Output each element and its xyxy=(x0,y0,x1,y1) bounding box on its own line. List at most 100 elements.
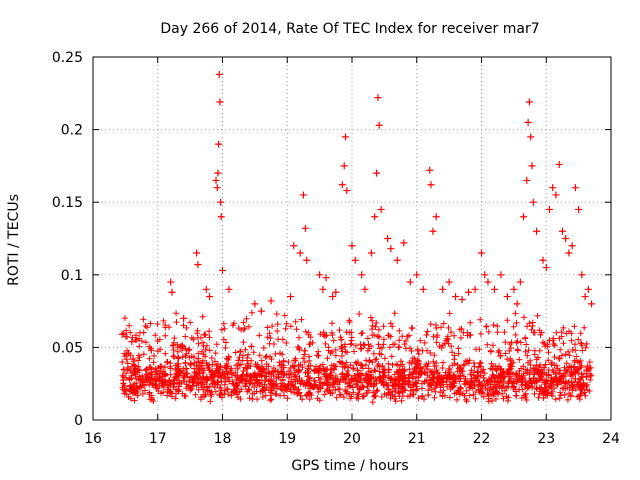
data-point xyxy=(542,264,550,272)
data-point xyxy=(194,261,202,269)
x-tick-label: 18 xyxy=(214,431,232,447)
data-point xyxy=(568,242,576,250)
data-point xyxy=(213,184,221,192)
data-point xyxy=(432,213,440,221)
data-point xyxy=(571,184,579,192)
data-point xyxy=(251,300,259,308)
data-point xyxy=(528,162,536,170)
gridlines xyxy=(93,57,611,420)
data-point xyxy=(217,213,225,221)
data-point xyxy=(513,300,521,308)
data-point xyxy=(445,278,453,286)
data-point xyxy=(215,70,223,78)
data-point xyxy=(167,278,175,286)
data-point xyxy=(180,314,188,322)
data-point xyxy=(212,176,220,184)
data-point xyxy=(558,227,566,235)
data-point xyxy=(575,205,583,213)
data-point xyxy=(316,271,324,279)
data-point xyxy=(578,271,586,279)
y-tick-label: 0.2 xyxy=(61,123,83,139)
data-point xyxy=(296,249,304,257)
data-point xyxy=(471,285,479,293)
data-point xyxy=(118,330,126,338)
data-point xyxy=(393,256,401,264)
data-point xyxy=(301,224,309,232)
data-point xyxy=(539,256,547,264)
data-point xyxy=(299,191,307,199)
data-point xyxy=(400,239,408,247)
data-point xyxy=(549,184,557,192)
x-axis-ticks: 16 17 18 19 20 21 22 23 24 xyxy=(84,57,620,447)
data-point xyxy=(419,285,427,293)
data-point xyxy=(555,160,563,168)
x-tick-label: 22 xyxy=(473,431,491,447)
data-point xyxy=(503,293,511,301)
data-point xyxy=(545,205,553,213)
data-point xyxy=(458,295,466,303)
data-point xyxy=(562,235,570,242)
data-point xyxy=(413,271,421,279)
y-tick-label: 0.1 xyxy=(61,268,83,284)
data-point xyxy=(216,98,224,106)
data-point xyxy=(581,293,589,301)
data-point xyxy=(206,293,214,301)
x-tick-label: 16 xyxy=(84,431,102,447)
data-point xyxy=(348,242,356,250)
data-point xyxy=(322,274,330,282)
data-point xyxy=(490,285,498,293)
data-point xyxy=(387,245,395,253)
data-point xyxy=(319,285,327,293)
data-point xyxy=(497,271,505,279)
data-point xyxy=(406,278,414,286)
x-tick-label: 23 xyxy=(537,431,555,447)
data-point xyxy=(484,278,492,286)
data-point xyxy=(358,271,366,279)
data-point xyxy=(429,227,437,235)
data-point xyxy=(361,285,369,293)
data-point xyxy=(465,288,473,296)
y-axis-ticks: 0 0.05 0.1 0.15 0.2 0.25 xyxy=(52,50,611,429)
data-point xyxy=(147,346,155,354)
data-point xyxy=(524,118,532,126)
data-point xyxy=(332,288,340,296)
data-point xyxy=(439,285,447,293)
data-point xyxy=(481,271,489,279)
data-point xyxy=(584,285,592,293)
data-point xyxy=(225,285,233,293)
x-tick-label: 19 xyxy=(278,431,296,447)
data-point xyxy=(371,213,379,221)
data-point xyxy=(214,169,222,177)
data-point xyxy=(217,198,225,206)
y-axis-label: ROTI / TECUs xyxy=(6,194,22,286)
data-point xyxy=(215,140,223,148)
data-point xyxy=(375,121,383,129)
data-point xyxy=(342,133,350,141)
y-tick-label: 0.25 xyxy=(52,50,83,66)
data-point xyxy=(168,288,176,296)
data-point xyxy=(219,266,226,274)
data-point xyxy=(384,235,392,242)
chart-title: Day 266 of 2014, Rate Of TEC Index for r… xyxy=(160,21,539,37)
y-tick-label: 0 xyxy=(74,413,83,429)
data-point xyxy=(588,300,596,308)
y-tick-label: 0.05 xyxy=(52,340,83,356)
data-point xyxy=(565,249,573,257)
data-point xyxy=(426,166,434,174)
data-point xyxy=(478,249,485,257)
data-point xyxy=(510,285,518,293)
data-point xyxy=(257,307,265,315)
data-point xyxy=(427,181,435,189)
dense-markers xyxy=(119,309,595,406)
data-point xyxy=(452,293,460,301)
x-axis-label: GPS time / hours xyxy=(291,458,408,474)
data-point xyxy=(516,278,524,286)
x-tick-label: 17 xyxy=(149,431,167,447)
data-point xyxy=(525,98,533,106)
data-point xyxy=(367,249,375,257)
data-points xyxy=(118,70,596,363)
data-point xyxy=(527,133,535,141)
data-point xyxy=(374,94,382,102)
